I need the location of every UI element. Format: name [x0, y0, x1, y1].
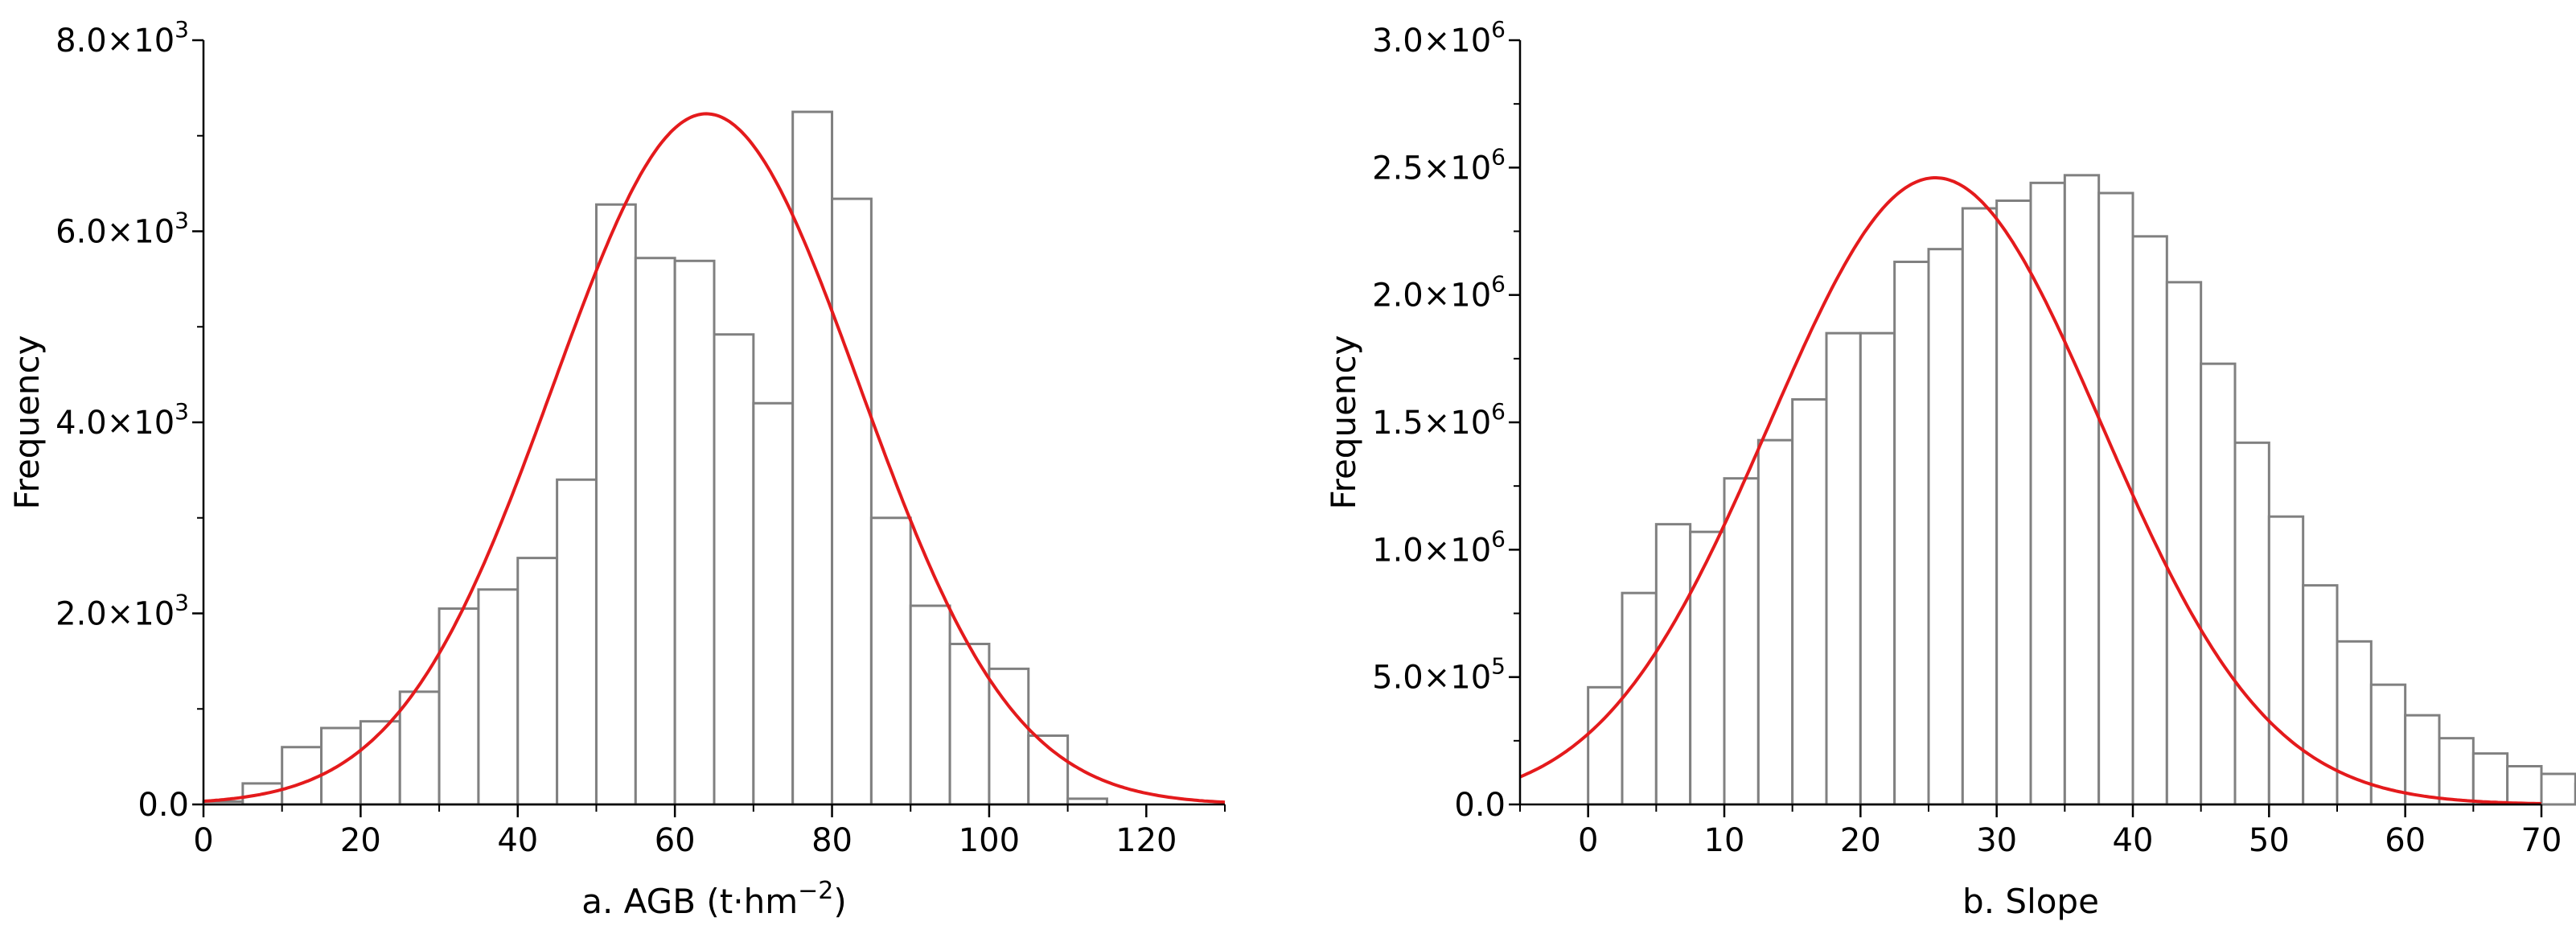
histogram-bar: [909, 604, 951, 806]
y-tick-label: 1.0×106: [1372, 525, 1506, 569]
histogram-bar: [2131, 235, 2168, 806]
histogram-bar: [1756, 438, 1794, 806]
x-tick-label: 60: [655, 822, 696, 859]
y-tick-label: 0.0: [1454, 787, 1506, 824]
y-tick-label: 4.0×103: [55, 398, 189, 442]
x-tick-label: 100: [959, 822, 1020, 859]
x-tick-label: 50: [2249, 822, 2290, 859]
histogram-bar: [1621, 591, 1658, 806]
histogram-bar: [831, 197, 873, 806]
histogram-bar: [1825, 331, 1862, 806]
histogram-bar: [1654, 523, 1692, 806]
y-tick-label: 0.0: [138, 787, 189, 824]
y-tick-label: 2.5×106: [1372, 143, 1506, 187]
histogram-bar: [2029, 181, 2066, 806]
x-tick-label: 20: [340, 822, 381, 859]
x-tick-label: 80: [811, 822, 853, 859]
x-tick-label: 60: [2385, 822, 2426, 859]
histogram-bar: [2097, 191, 2134, 806]
histogram-bar: [1859, 331, 1896, 806]
histogram-bar: [713, 333, 755, 806]
histogram-bar: [281, 746, 323, 806]
y-tick-label: 2.0×106: [1372, 271, 1506, 315]
histogram-bar: [634, 257, 676, 806]
histogram-bar: [2540, 772, 2576, 806]
histogram-bar: [398, 690, 441, 806]
histogram-bar: [1791, 398, 1828, 806]
x-axis-ticks: 0 20 40 60 80 100 120: [193, 804, 1226, 859]
y-tick-label: 2.0×103: [55, 590, 189, 633]
histogram-bar: [869, 516, 912, 806]
histogram-bar: [1689, 530, 1726, 806]
chart-agb-histogram: 0.0 2.0×103 4.0×103 6.0×103 8.0×103 0 20 40 60 8…: [7, 16, 1226, 921]
histogram-bar: [2267, 515, 2305, 806]
histogram-bar: [477, 588, 520, 806]
x-axis-label: b. Slope: [1962, 882, 2099, 921]
x-tick-label: 70: [2521, 822, 2562, 859]
x-axis-ticks: 0 10 20 30 40 50 60 70: [1519, 804, 2562, 859]
histogram-bar: [2438, 737, 2475, 806]
histogram-bar: [2165, 281, 2203, 806]
y-tick-label: 6.0×103: [55, 208, 189, 251]
histogram-bar: [752, 401, 795, 806]
y-axis-ticks: 0.0 5.0×105 1.0×106 1.5×106 2.0×106 2.5×106 3.…: [1372, 16, 1520, 824]
normal-fit-curve: [1519, 176, 2542, 805]
y-tick-label: 3.0×106: [1372, 16, 1506, 60]
normal-fit-curve: [203, 112, 1226, 804]
histogram-bar: [516, 557, 559, 806]
histogram-bar: [594, 203, 637, 806]
histogram-bar: [2471, 752, 2509, 806]
y-axis-label: Frequency: [1324, 335, 1363, 510]
y-tick-label: 1.5×106: [1372, 398, 1506, 442]
y-tick-label: 5.0×105: [1372, 653, 1506, 697]
x-tick-label: 30: [1976, 822, 2017, 859]
histogram-bar: [320, 726, 362, 806]
x-tick-label: 40: [2113, 822, 2154, 859]
y-axis-label: Frequency: [7, 335, 47, 510]
histogram-bar: [1893, 261, 1930, 806]
histogram-bar: [673, 259, 716, 806]
histogram-bar: [2200, 362, 2237, 806]
histogram-bar: [2063, 174, 2101, 806]
chart-slope-histogram: 0.0 5.0×105 1.0×106 1.5×106 2.0×106 2.5×106 3.…: [1324, 16, 2576, 921]
x-axis-label: a. AGB (t·hm−2): [581, 877, 847, 921]
histogram-bars: [202, 110, 1108, 806]
histogram-bars: [1587, 174, 2576, 806]
histogram-bar: [2233, 441, 2270, 806]
y-axis-ticks: 0.0 2.0×103 4.0×103 6.0×103 8.0×103: [55, 16, 203, 824]
histogram-bar: [791, 110, 834, 806]
histogram-bar: [556, 478, 598, 806]
histogram-bar: [1927, 248, 1964, 806]
x-tick-label: 120: [1115, 822, 1177, 859]
histogram-bar: [2506, 765, 2543, 806]
histogram-bar: [438, 607, 480, 806]
x-tick-label: 20: [1840, 822, 1881, 859]
x-tick-label: 0: [1578, 822, 1598, 859]
histogram-bar: [1723, 477, 1760, 806]
histogram-bar: [2404, 714, 2441, 806]
y-tick-label: 8.0×103: [55, 16, 189, 60]
x-tick-label: 0: [193, 822, 213, 859]
x-tick-label: 40: [497, 822, 538, 859]
histogram-bar: [1995, 200, 2032, 806]
x-tick-label: 10: [1704, 822, 1745, 859]
histogram-bar: [2302, 584, 2339, 806]
histogram-bar: [1961, 207, 1999, 806]
